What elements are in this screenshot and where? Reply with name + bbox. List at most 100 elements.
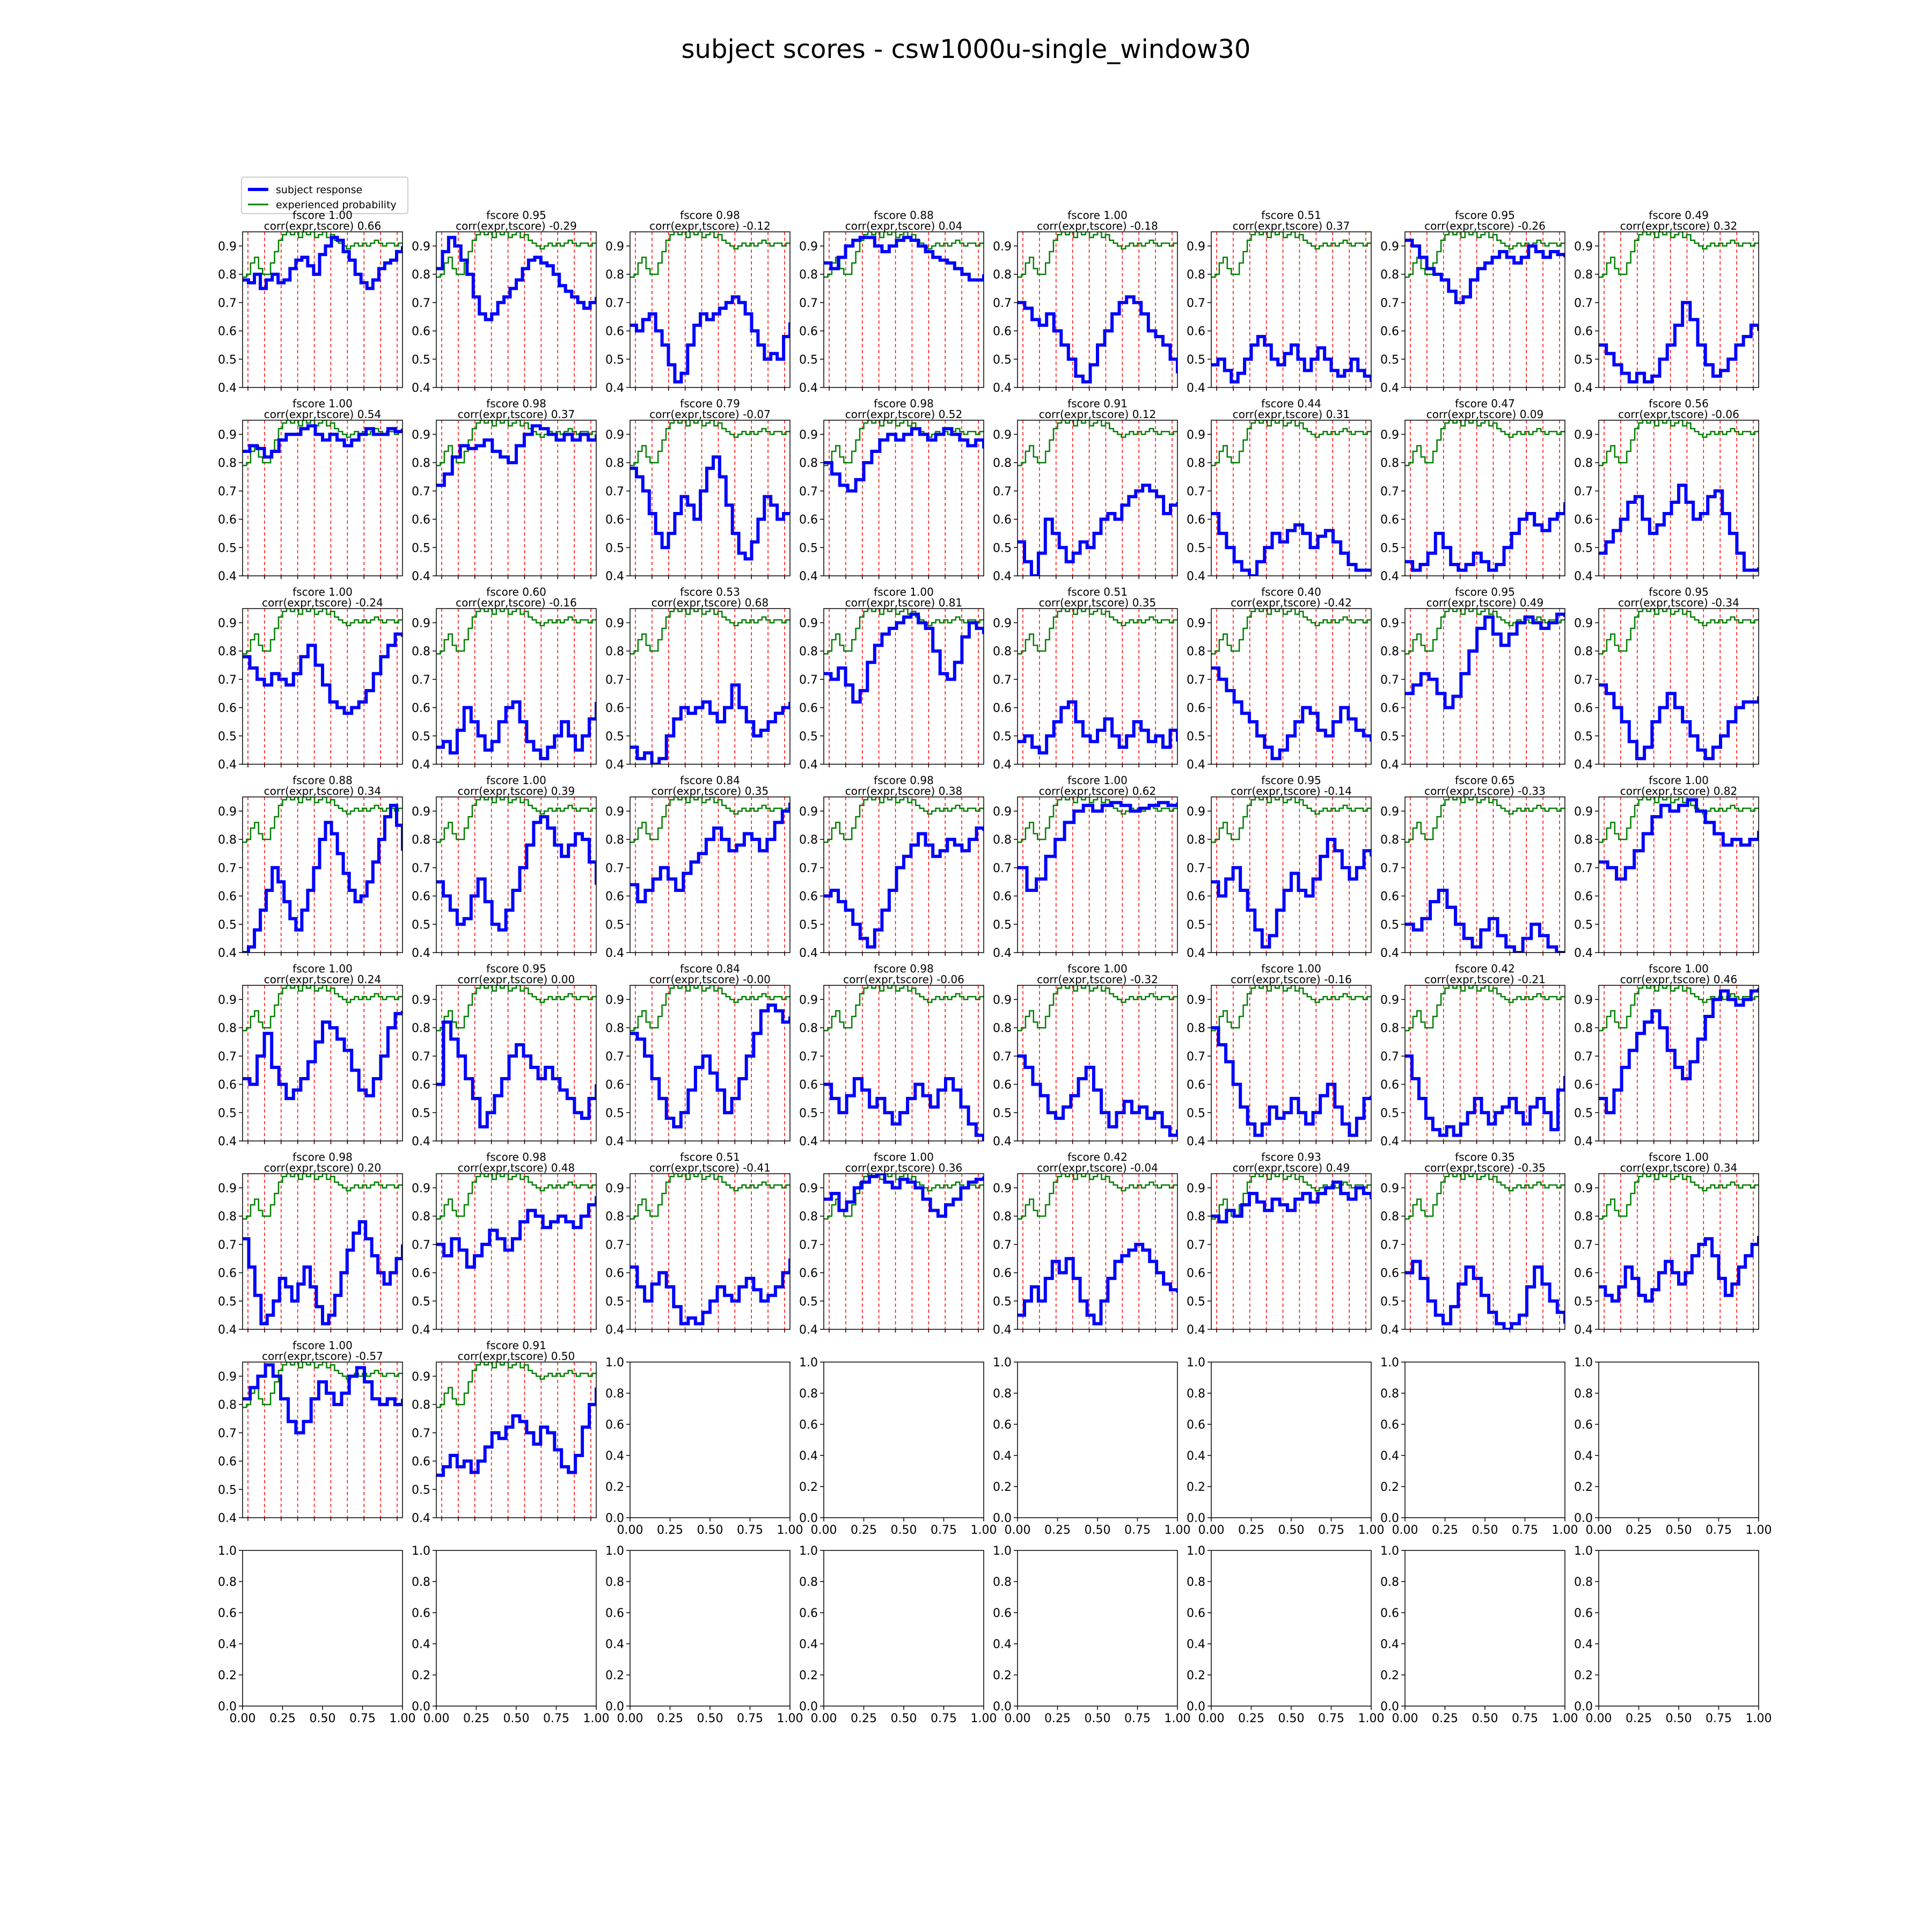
x-tick-label: 0.50: [310, 1712, 336, 1725]
y-tick-label: 0.4: [1187, 1638, 1205, 1651]
experienced-probability-line: [1599, 232, 1759, 278]
panel-frame: [1404, 420, 1565, 576]
panel-47: 0.4 0.5 0.6 0.7 0.8 0.9 fscore 1.00corr(expr,t…: [1574, 1151, 1759, 1337]
panel-frame: [242, 231, 403, 388]
x-tick-label: 0.00: [1198, 1524, 1225, 1537]
y-tick-label: 0.6: [1187, 1418, 1205, 1432]
y-tick-label: 0.6: [412, 1455, 430, 1469]
panel-fscore: fscore 1.00: [292, 209, 353, 222]
panel-fscore: fscore 0.65: [1455, 774, 1515, 787]
panel-15: 0.4 0.5 0.6 0.7 0.8 0.9 fscore 0.56corr(expr,t…: [1574, 397, 1759, 583]
experienced-probability-line: [630, 1174, 790, 1220]
y-tick-label: 1.0: [1574, 1545, 1593, 1558]
experienced-probability-line: [824, 797, 984, 843]
subject-response-line: [1018, 1054, 1177, 1137]
y-tick-label: 0.9: [1380, 993, 1399, 1007]
y-tick-label: 0.7: [605, 297, 624, 310]
y-tick-label: 1.0: [1187, 1356, 1205, 1370]
y-tick-label: 0.4: [1187, 382, 1205, 395]
experienced-probability-line: [1405, 1174, 1565, 1220]
y-tick-label: 0.4: [412, 1323, 430, 1337]
y-tick-label: 0.7: [218, 1050, 237, 1064]
panel-7: 0.4 0.5 0.6 0.7 0.8 0.9 fscore 0.49corr(expr,t…: [1574, 209, 1759, 395]
y-tick-label: 0.4: [1380, 382, 1399, 395]
x-tick-label: 0.00: [1392, 1524, 1418, 1537]
y-tick-label: 0.2: [1574, 1669, 1593, 1682]
y-tick-label: 0.4: [1574, 382, 1593, 395]
panel-frame: [1598, 985, 1759, 1141]
panel-plot-area: [1018, 1174, 1177, 1329]
y-tick-label: 0.7: [412, 862, 430, 875]
panel-frame: [242, 420, 403, 576]
panel-44: 0.4 0.5 0.6 0.7 0.8 0.9 fscore 0.42corr(expr,t…: [993, 1151, 1178, 1337]
y-tick-label: 0.4: [799, 382, 818, 395]
y-tick-label: 0.4: [218, 1638, 237, 1651]
panel-lines: [243, 1362, 402, 1435]
panel-56: 0.0 0.2 0.4 0.6 0.8 1.0 0.00 0.25 0.50 0.75 1.00: [218, 1545, 415, 1725]
y-tick-label: 0.8: [993, 645, 1012, 658]
x-tick-label: 0.75: [737, 1524, 763, 1537]
y-tick-label: 0.8: [218, 645, 237, 658]
y-tick-label: 0.6: [1380, 1267, 1399, 1280]
experienced-probability-line: [1211, 420, 1371, 466]
x-tick-label: 0.75: [1706, 1712, 1732, 1725]
y-tick-label: 0.8: [993, 457, 1012, 470]
x-tick-label: 0.25: [1044, 1524, 1071, 1537]
y-tick-label: 0.8: [993, 1210, 1012, 1224]
y-tick-label: 0.7: [799, 862, 818, 875]
y-tick-label: 0.6: [799, 1418, 818, 1432]
subject-response-line: [1599, 988, 1759, 1115]
panel-lines: [1599, 420, 1759, 572]
y-tick-label: 0.7: [605, 1239, 624, 1252]
panel-18: 0.4 0.5 0.6 0.7 0.8 0.9 fscore 0.53corr(expr,t…: [605, 586, 791, 772]
x-tick-label: 0.25: [657, 1524, 683, 1537]
panel-corr: corr(expr,tscore) 0.32: [1620, 219, 1737, 232]
y-tick-label: 0.5: [1187, 353, 1205, 367]
y-tick-label: 0.9: [1187, 428, 1205, 442]
panel-corr: corr(expr,tscore) 0.66: [264, 219, 381, 232]
subject-response-line: [243, 1220, 402, 1326]
x-tick-label: 0.25: [1432, 1712, 1458, 1725]
panel-26: 0.4 0.5 0.6 0.7 0.8 0.9 fscore 0.84corr(expr,t…: [605, 774, 791, 960]
panel-corr: corr(expr,tscore) -0.35: [1424, 1161, 1546, 1174]
empty-axes-frame: [1404, 1362, 1565, 1518]
panel-fscore: fscore 0.98: [874, 774, 934, 787]
panel-fscore: fscore 0.51: [1261, 209, 1321, 222]
panel-frame: [1211, 1173, 1372, 1330]
y-tick-label: 0.9: [993, 617, 1012, 630]
panel-corr: corr(expr,tscore) -0.04: [1037, 1161, 1158, 1174]
y-tick-label: 0.8: [412, 1210, 430, 1224]
panel-fscore: fscore 1.00: [292, 1339, 353, 1352]
y-tick-label: 0.4: [412, 382, 430, 395]
y-tick-label: 0.8: [605, 1576, 624, 1589]
y-tick-label: 0.5: [218, 1107, 237, 1120]
y-tick-label: 0.9: [605, 805, 624, 818]
subject-response-line: [1405, 1054, 1565, 1137]
y-tick-label: 0.6: [1187, 890, 1205, 904]
y-tick-label: 0.6: [1574, 1418, 1593, 1432]
panel-frame: [1211, 231, 1372, 388]
panel-lines: [243, 1174, 402, 1326]
panel-fscore: fscore 0.98: [680, 209, 740, 222]
panel-lines: [1599, 609, 1759, 760]
y-tick-label: 0.9: [1187, 617, 1205, 630]
panel-corr: corr(expr,tscore) -0.24: [262, 596, 383, 609]
subject-response-line: [1599, 683, 1759, 760]
panel-corr: corr(expr,tscore) -0.34: [1618, 596, 1739, 609]
x-tick-label: 1.00: [1552, 1712, 1578, 1725]
y-tick-label: 0.9: [605, 1182, 624, 1195]
panel-fscore: fscore 1.00: [1067, 774, 1128, 787]
panel-lines: [1211, 232, 1371, 384]
panel-fscore: fscore 0.95: [1455, 209, 1515, 222]
subject-response-line: [630, 683, 790, 764]
y-tick-label: 0.6: [993, 1418, 1012, 1432]
y-tick-label: 0.6: [218, 890, 237, 904]
panel-corr: corr(expr,tscore) 0.52: [845, 408, 962, 421]
panel-corr: corr(expr,tscore) 0.04: [845, 219, 962, 232]
y-tick-label: 0.6: [605, 1267, 624, 1280]
y-tick-label: 0.4: [993, 758, 1012, 772]
panel-plot-area: [436, 1362, 596, 1518]
panel-40: 0.4 0.5 0.6 0.7 0.8 0.9 fscore 0.98corr(expr,t…: [218, 1151, 403, 1337]
panel-plot-area: [1599, 1174, 1759, 1329]
y-tick-label: 0.9: [1380, 1182, 1399, 1195]
